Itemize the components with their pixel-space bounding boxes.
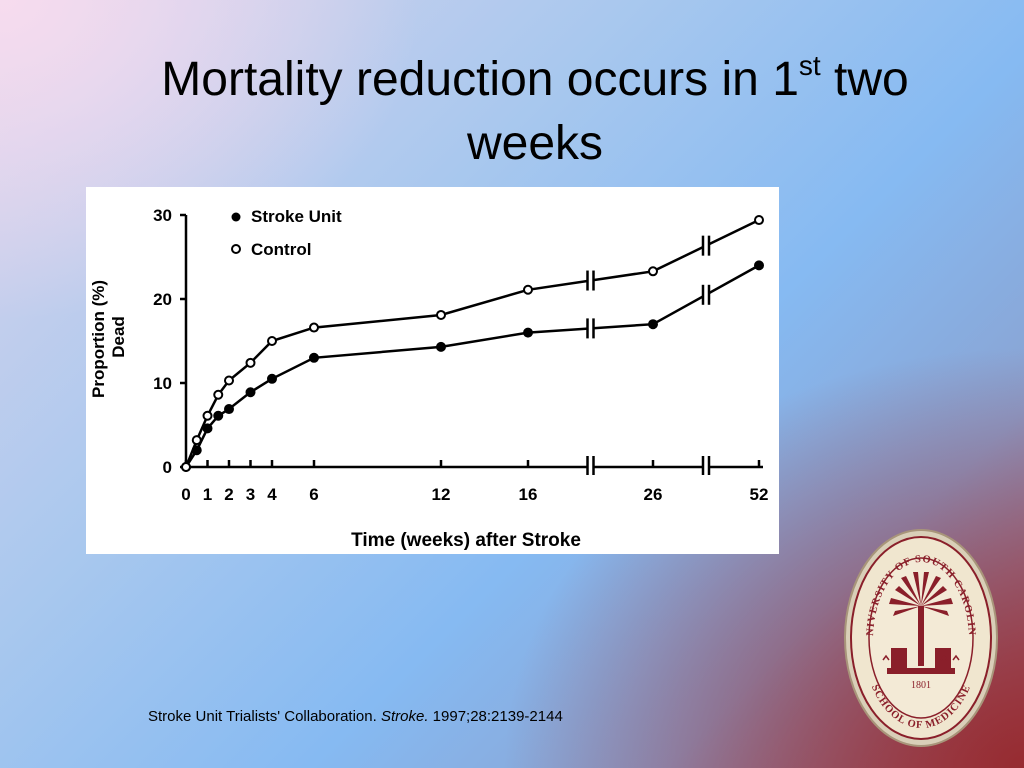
- chart-markers: [181, 215, 764, 472]
- x-tick-label-2: 2: [224, 485, 233, 504]
- data-point-control-3: [213, 389, 224, 400]
- chart-legend: Stroke Unit Control: [231, 207, 342, 259]
- data-point-stroke-unit-3: [213, 410, 224, 421]
- x-tick-label-16: 16: [519, 485, 538, 504]
- title-rest: two weeks: [466, 53, 909, 170]
- series-0-break-gap-0: [587, 319, 594, 338]
- y-axis-label-line2: Dead: [109, 316, 128, 358]
- x-tick-label-1: 1: [203, 485, 212, 504]
- data-point-control-6: [267, 336, 277, 346]
- x-tick-label-6: 6: [309, 485, 318, 504]
- citation-details: 1997;28:2139-2144: [432, 708, 563, 725]
- data-point-stroke-unit-2: [202, 423, 213, 434]
- data-point-control-1: [191, 435, 202, 446]
- y-tick-label-30: 30: [153, 206, 172, 225]
- legend-label-control: Control: [251, 240, 311, 259]
- series-0-break-gap-1: [703, 285, 709, 304]
- citation-journal: Stroke.: [380, 708, 429, 725]
- data-point-stroke-unit-5: [245, 387, 256, 398]
- x-axis-break-gap-0: [587, 459, 594, 471]
- university-seal-logo: UNIVERSITY OF SOUTH CAROLINA SCHOOL OF M…: [839, 520, 999, 748]
- data-point-stroke-unit-11: [754, 260, 764, 271]
- series-line-0: [184, 264, 760, 468]
- data-point-stroke-unit-4: [224, 404, 234, 415]
- data-point-stroke-unit-1: [191, 445, 202, 456]
- x-tick-label-12: 12: [432, 485, 451, 504]
- data-point-control-9: [523, 284, 533, 295]
- citation: Stroke Unit Trialists' Collaboration. St…: [148, 708, 563, 725]
- legend-marker-stroke-unit: [231, 212, 241, 222]
- data-point-control-5: [245, 357, 256, 368]
- citation-authors: Stroke Unit Trialists' Collaboration.: [148, 708, 377, 725]
- data-point-control-0: [181, 462, 191, 472]
- seal-year: 1801: [911, 680, 931, 691]
- data-point-stroke-unit-7: [309, 352, 319, 363]
- x-axis-label: Time (weeks) after Stroke: [351, 530, 581, 551]
- x-tick-label-4: 4: [267, 485, 277, 504]
- x-tick-label-26: 26: [644, 485, 663, 504]
- mortality-chart: 0 10 20 30 0 1 2 3 4 6 12 16 26 52 Stroke Unit Contro…: [86, 187, 779, 554]
- slide-title: Mortality reduction occurs in 1st two we…: [90, 48, 980, 176]
- data-point-control-2: [202, 410, 213, 421]
- palmetto-tree-icon: [882, 572, 960, 674]
- y-axis-label-line1: Proportion (%): [89, 280, 108, 398]
- data-point-control-8: [436, 309, 446, 320]
- y-tick-label-0: 0: [163, 458, 172, 477]
- data-point-stroke-unit-8: [436, 341, 446, 352]
- data-point-stroke-unit-6: [267, 373, 277, 384]
- series-1-break-gap-0: [587, 271, 594, 290]
- data-point-stroke-unit-10: [648, 319, 658, 330]
- data-point-stroke-unit-9: [523, 327, 533, 338]
- chart-axis-breaks: [586, 235, 711, 475]
- x-axis-break-gap-1: [703, 459, 709, 471]
- legend-marker-control: [231, 244, 241, 254]
- series-1-break-gap-1: [703, 236, 709, 255]
- legend-label-stroke-unit: Stroke Unit: [251, 207, 342, 226]
- data-point-control-10: [648, 266, 658, 277]
- chart-axes: [184, 215, 763, 469]
- title-superscript: st: [798, 50, 821, 81]
- title-main: Mortality reduction occurs in 1: [161, 53, 799, 106]
- x-tick-label-52: 52: [750, 485, 769, 504]
- data-point-control-11: [754, 215, 764, 226]
- x-tick-label-0: 0: [181, 485, 190, 504]
- x-tick-label-3: 3: [246, 485, 255, 504]
- seal-svg: UNIVERSITY OF SOUTH CAROLINA SCHOOL OF M…: [839, 520, 998, 747]
- data-point-control-7: [309, 322, 319, 333]
- data-point-control-4: [224, 375, 234, 386]
- y-tick-label-20: 20: [153, 290, 172, 309]
- y-tick-label-10: 10: [153, 374, 172, 393]
